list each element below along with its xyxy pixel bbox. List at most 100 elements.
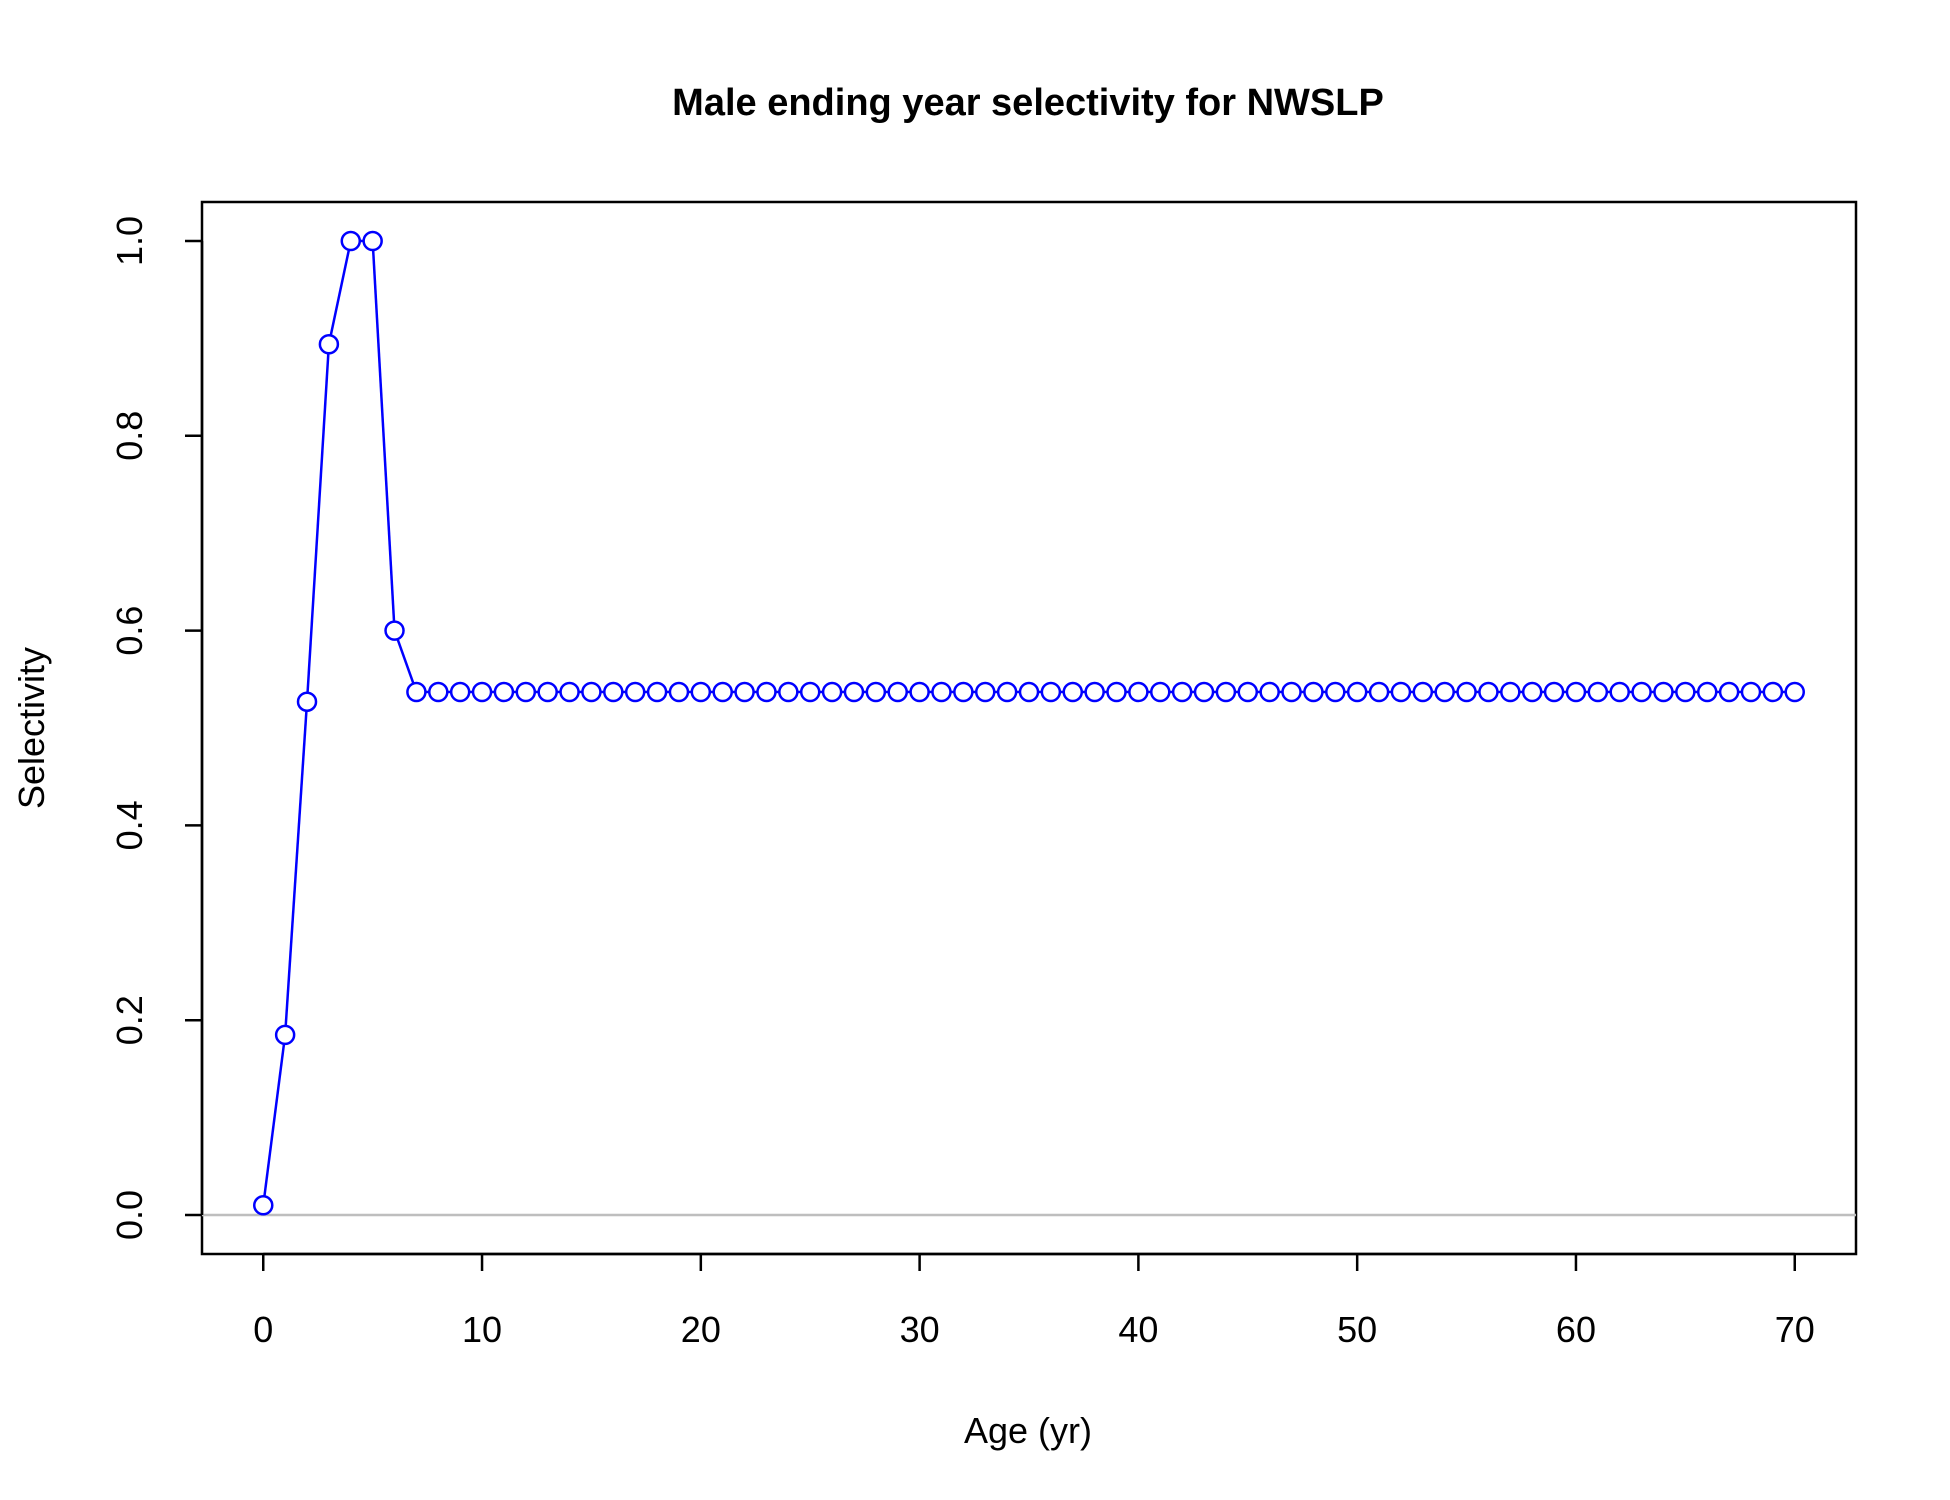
y-tick-label: 1.0 [109, 216, 150, 266]
series-line-segment [396, 638, 415, 684]
y-tick-label: 0.0 [109, 1190, 150, 1240]
x-tick-label: 40 [1118, 1309, 1158, 1350]
data-point [1653, 681, 1674, 703]
data-point [1784, 681, 1805, 703]
data-point [821, 681, 843, 703]
data-point [428, 681, 449, 703]
data-point [1543, 681, 1565, 703]
series-line-segment [329, 249, 351, 336]
data-point [1521, 681, 1543, 703]
series-line-segment [284, 710, 308, 1026]
data-point [1106, 681, 1127, 703]
data-point [1346, 681, 1368, 703]
data-point [974, 681, 996, 703]
data-point [1018, 681, 1040, 703]
x-tick-label: 30 [900, 1309, 940, 1350]
data-point [384, 620, 405, 641]
series-line-segment [306, 353, 330, 693]
data-point [1718, 681, 1740, 703]
chart-title: Male ending year selectivity for NWSLP [672, 82, 1384, 124]
data-point [1696, 681, 1718, 703]
x-tick-label: 20 [681, 1309, 721, 1350]
x-tick-label: 10 [462, 1309, 502, 1350]
data-point [996, 681, 1018, 703]
x-tick-label: 60 [1556, 1309, 1596, 1350]
data-point [1325, 681, 1346, 703]
data-point [668, 681, 690, 703]
y-tick-label: 0.4 [109, 800, 150, 850]
data-point [1587, 681, 1609, 703]
y-tick-label: 0.2 [109, 995, 150, 1045]
data-point [756, 681, 777, 703]
plot-frame [200, 200, 1858, 1256]
data-point [1040, 681, 1062, 703]
data-point [1456, 681, 1477, 703]
y-tick-label: 0.8 [109, 411, 150, 461]
x-axis-label: Age (yr) [964, 1410, 1092, 1451]
y-axis: 0.0 0.2 0.4 0.6 0.8 1.0 [109, 216, 204, 1240]
data-point [712, 681, 733, 703]
data-point [537, 681, 558, 703]
data-point [318, 333, 340, 355]
data-point [515, 681, 537, 703]
data-point [887, 681, 908, 703]
data-point [865, 681, 887, 703]
data-point [1762, 681, 1784, 703]
data-point [1237, 681, 1259, 703]
data-point [1193, 681, 1215, 703]
data-point [1675, 681, 1696, 703]
series-line-segment [371, 249, 396, 622]
data-point [1259, 681, 1280, 703]
data-point [624, 681, 646, 703]
data-point [1150, 681, 1171, 703]
data-point [1215, 681, 1237, 703]
data-point [471, 681, 493, 703]
data-point [1565, 681, 1587, 703]
x-axis: 0 10 20 30 40 50 60 70 [253, 1252, 1815, 1350]
data-point [799, 681, 821, 703]
data-point [1281, 681, 1302, 703]
data-point [603, 681, 624, 703]
data-point [493, 681, 515, 703]
data-point [296, 691, 318, 712]
data-series [253, 230, 1805, 1216]
data-point [1062, 681, 1084, 703]
data-point [362, 230, 383, 252]
data-point [253, 1195, 274, 1216]
data-point [953, 681, 974, 703]
data-point [406, 681, 427, 703]
data-point [1500, 681, 1521, 703]
x-tick-label: 50 [1337, 1309, 1377, 1350]
data-point [734, 681, 755, 703]
data-point [559, 681, 580, 703]
data-point [1084, 681, 1105, 703]
data-point [646, 681, 668, 703]
series-line-segment [263, 1043, 286, 1197]
x-tick-label: 0 [253, 1309, 273, 1350]
data-point [843, 681, 865, 703]
data-point [909, 681, 930, 703]
data-point [1434, 681, 1455, 703]
data-point [1609, 681, 1630, 703]
y-axis-label: Selectivity [11, 647, 52, 809]
plot-frame-group [200, 200, 1858, 1256]
data-point [581, 681, 602, 703]
data-point [1412, 681, 1434, 703]
data-point [1631, 681, 1652, 703]
data-point [778, 681, 799, 703]
data-point [1740, 681, 1762, 703]
data-point [274, 1024, 296, 1046]
data-point [1368, 681, 1390, 703]
data-point [1128, 681, 1149, 703]
data-point [449, 681, 471, 703]
data-point [1303, 681, 1324, 703]
data-point [1390, 681, 1412, 703]
data-point [690, 681, 712, 703]
data-point [1171, 681, 1193, 703]
y-tick-label: 0.6 [109, 606, 150, 656]
data-point [931, 681, 952, 703]
x-tick-label: 70 [1775, 1309, 1815, 1350]
data-point [1478, 681, 1499, 703]
